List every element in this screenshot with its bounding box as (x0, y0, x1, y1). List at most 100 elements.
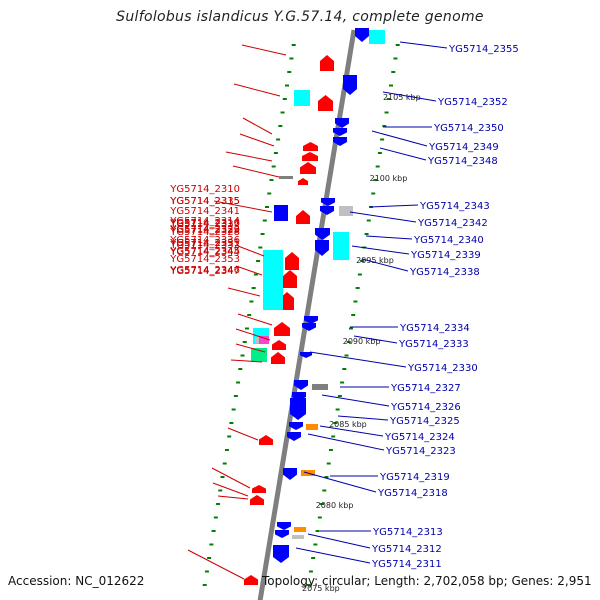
gene-box (294, 527, 306, 532)
reverse-gene-arrow (277, 522, 291, 530)
leader-line (321, 394, 390, 407)
reverse-gene-arrow (333, 128, 347, 136)
tick-mark (207, 557, 212, 559)
reverse-gene-arrow (287, 432, 301, 441)
forward-gene-label: YG5714_2337 (169, 219, 240, 230)
reverse-gene-label: YG5714_2326 (390, 402, 461, 413)
forward-gene-label: YG5714_2345 (169, 246, 240, 257)
leader-line (227, 287, 261, 297)
tick-mark (328, 449, 333, 451)
tick-mark (375, 165, 380, 168)
reverse-gene-label: YG5714_2319 (379, 472, 450, 483)
tick-mark (337, 395, 342, 397)
tick-mark (227, 435, 232, 438)
reverse-gene-arrow (290, 398, 306, 420)
forward-gene-label: YG5714_2310 (169, 184, 240, 195)
reverse-gene-label: YG5714_2355 (448, 44, 519, 55)
tick-mark (249, 300, 254, 303)
tick-mark (306, 584, 311, 586)
tick-mark (308, 570, 313, 573)
tick-mark (260, 233, 265, 235)
gene-box (279, 176, 293, 179)
tick-mark (264, 206, 269, 208)
reverse-gene-label: YG5714_2348 (427, 156, 498, 167)
forward-gene-arrow (274, 322, 290, 336)
tick-mark (251, 287, 256, 289)
tick-mark (229, 422, 234, 424)
leader-line (307, 433, 385, 451)
gene-box (294, 90, 310, 106)
tick-mark (391, 71, 396, 73)
leader-line (235, 328, 271, 341)
forward-gene-label: YG5714_2347 (169, 266, 240, 277)
leader-line (379, 147, 427, 161)
tick-mark (278, 125, 283, 127)
reverse-gene-label: YG5714_2338 (409, 267, 480, 278)
leader-line (187, 549, 245, 580)
tick-mark (213, 516, 218, 519)
reverse-gene-label: YG5714_2324 (384, 432, 455, 443)
tick-mark (204, 570, 209, 573)
forward-gene-arrow (303, 142, 318, 151)
tick-mark (202, 584, 207, 586)
tick-mark (340, 381, 345, 384)
tick-mark (269, 179, 274, 181)
tick-mark (313, 543, 318, 546)
tick-mark (324, 476, 329, 478)
leader-line (235, 265, 263, 276)
reverse-gene-arrow (315, 228, 330, 240)
forward-gene-arrow (298, 178, 308, 185)
leader-line (242, 117, 273, 135)
leader-line (307, 533, 371, 549)
reverse-gene-arrow (355, 28, 369, 42)
gene-box (274, 205, 288, 221)
leader-line (369, 204, 419, 208)
forward-gene-label: YG5714_2353 (169, 254, 240, 265)
tick-mark (380, 138, 385, 141)
map-title: Sulfolobus islandicus Y.G.57.14, complet… (116, 9, 484, 25)
forward-gene-label: YG5714_2336 (169, 235, 240, 246)
forward-gene-arrow (283, 270, 297, 288)
accession-text: Accession: NC_012622 (8, 574, 145, 588)
tick-mark (236, 381, 241, 384)
kbp-marker: 2100 kbp (370, 174, 408, 183)
forward-gene-label: YG5714_2332 (169, 240, 240, 251)
forward-gene-arrow (272, 340, 286, 350)
tick-mark (331, 435, 336, 438)
tick-mark (344, 354, 349, 357)
tick-mark (353, 300, 358, 303)
leader-line (353, 335, 398, 344)
leader-line (361, 258, 409, 272)
reverse-gene-label: YG5714_2343 (419, 201, 490, 212)
reverse-gene-label: YG5714_2327 (390, 383, 461, 394)
leader-line (309, 351, 407, 368)
leader-line (233, 83, 281, 97)
forward-gene-label: YG5714_2351 (169, 238, 240, 249)
tick-mark (287, 71, 292, 73)
kbp-marker: 2095 kbp (356, 256, 394, 265)
forward-gene-arrow (285, 252, 299, 270)
tick-mark (348, 327, 353, 330)
tick-mark (247, 314, 252, 316)
tick-mark (357, 273, 362, 276)
tick-mark (276, 138, 281, 141)
leader-line (319, 425, 384, 437)
leader-line (232, 165, 280, 178)
tick-mark (224, 449, 229, 451)
gene-box (369, 30, 385, 44)
tick-mark (220, 476, 225, 478)
reverse-gene-label: YG5714_2312 (371, 544, 442, 555)
tick-mark (317, 516, 322, 519)
tick-mark (322, 489, 327, 492)
reverse-gene-arrow (320, 206, 334, 215)
forward-gene-arrow (244, 575, 258, 585)
reverse-gene-label: YG5714_2352 (437, 97, 508, 108)
tick-mark (231, 408, 236, 411)
reverse-gene-arrow (335, 118, 349, 128)
reverse-gene-arrow (321, 198, 335, 206)
gene-box (339, 206, 353, 216)
kbp-marker: 2085 kbp (329, 420, 367, 429)
forward-gene-label: YG5714_2346 (169, 265, 240, 276)
tick-mark (333, 422, 338, 424)
tick-mark (351, 314, 356, 316)
